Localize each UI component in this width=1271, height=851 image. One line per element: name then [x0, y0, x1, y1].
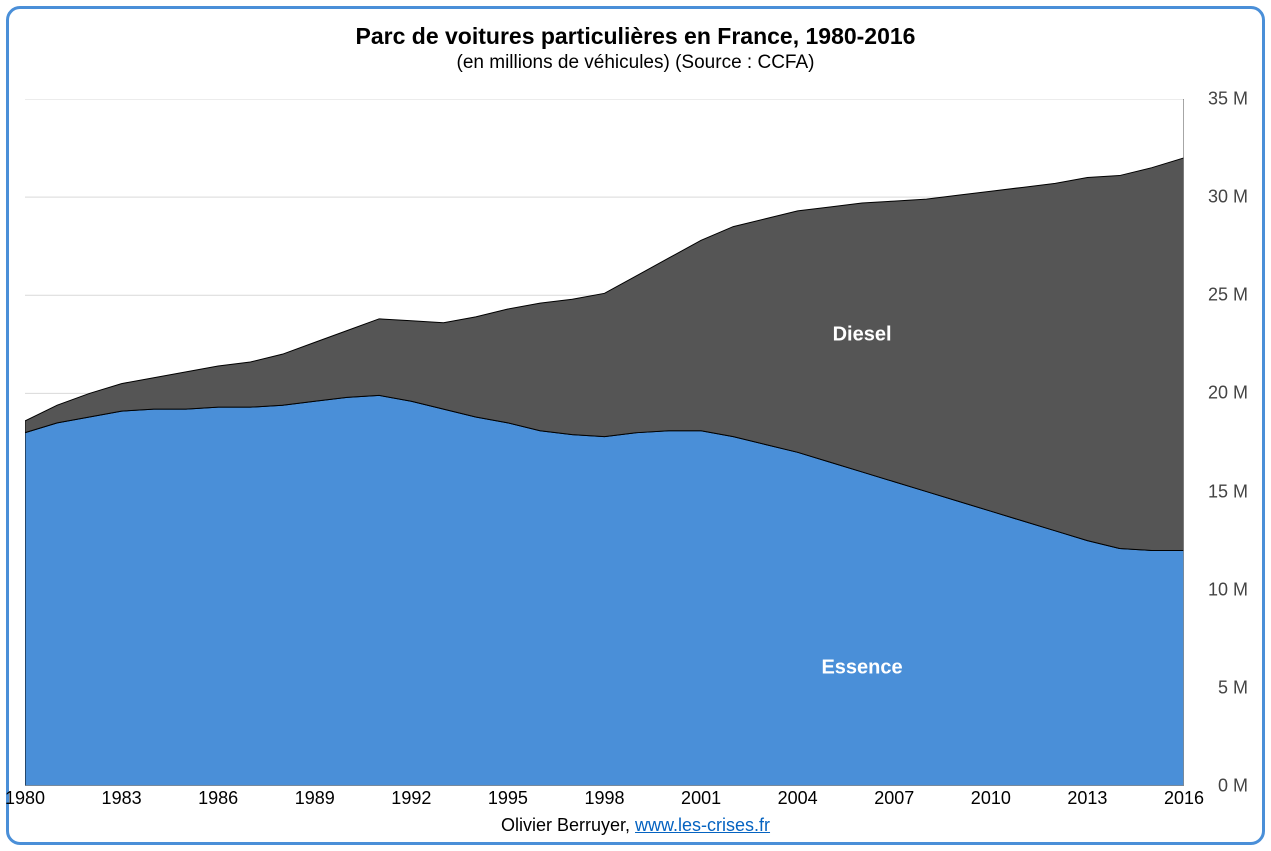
chart-title: Parc de voitures particulières en France… — [9, 23, 1262, 50]
x-tick-label: 2004 — [778, 788, 818, 809]
y-tick-label: 0 M — [1218, 776, 1248, 797]
x-tick-label: 2016 — [1164, 788, 1204, 809]
x-tick-label: 2013 — [1067, 788, 1107, 809]
y-tick-label: 5 M — [1218, 677, 1248, 698]
footer-link[interactable]: www.les-crises.fr — [635, 815, 770, 835]
x-tick-label: 2010 — [971, 788, 1011, 809]
y-tick-label: 35 M — [1208, 89, 1248, 110]
y-axis: 0 M5 M10 M15 M20 M25 M30 M35 M — [1190, 99, 1248, 786]
x-tick-label: 1980 — [5, 788, 45, 809]
y-tick-label: 10 M — [1208, 579, 1248, 600]
chart-titles: Parc de voitures particulières en France… — [9, 23, 1262, 74]
y-tick-label: 30 M — [1208, 187, 1248, 208]
x-tick-label: 1995 — [488, 788, 528, 809]
x-tick-label: 1986 — [198, 788, 238, 809]
y-tick-label: 25 M — [1208, 285, 1248, 306]
plot-area: EssenceDiesel — [25, 99, 1184, 786]
x-tick-label: 1983 — [102, 788, 142, 809]
x-tick-label: 1989 — [295, 788, 335, 809]
x-tick-label: 2007 — [874, 788, 914, 809]
y-tick-label: 20 M — [1208, 383, 1248, 404]
chart-svg — [25, 99, 1184, 786]
chart-frame: Parc de voitures particulières en France… — [6, 6, 1265, 845]
y-tick-label: 15 M — [1208, 481, 1248, 502]
x-tick-label: 2001 — [681, 788, 721, 809]
x-tick-label: 1998 — [584, 788, 624, 809]
chart-footer: Olivier Berruyer, www.les-crises.fr — [9, 815, 1262, 836]
x-axis: 1980198319861989199219951998200120042007… — [25, 788, 1184, 812]
footer-author: Olivier Berruyer, — [501, 815, 635, 835]
x-tick-label: 1992 — [391, 788, 431, 809]
chart-subtitle: (en millions de véhicules) (Source : CCF… — [9, 52, 1262, 74]
